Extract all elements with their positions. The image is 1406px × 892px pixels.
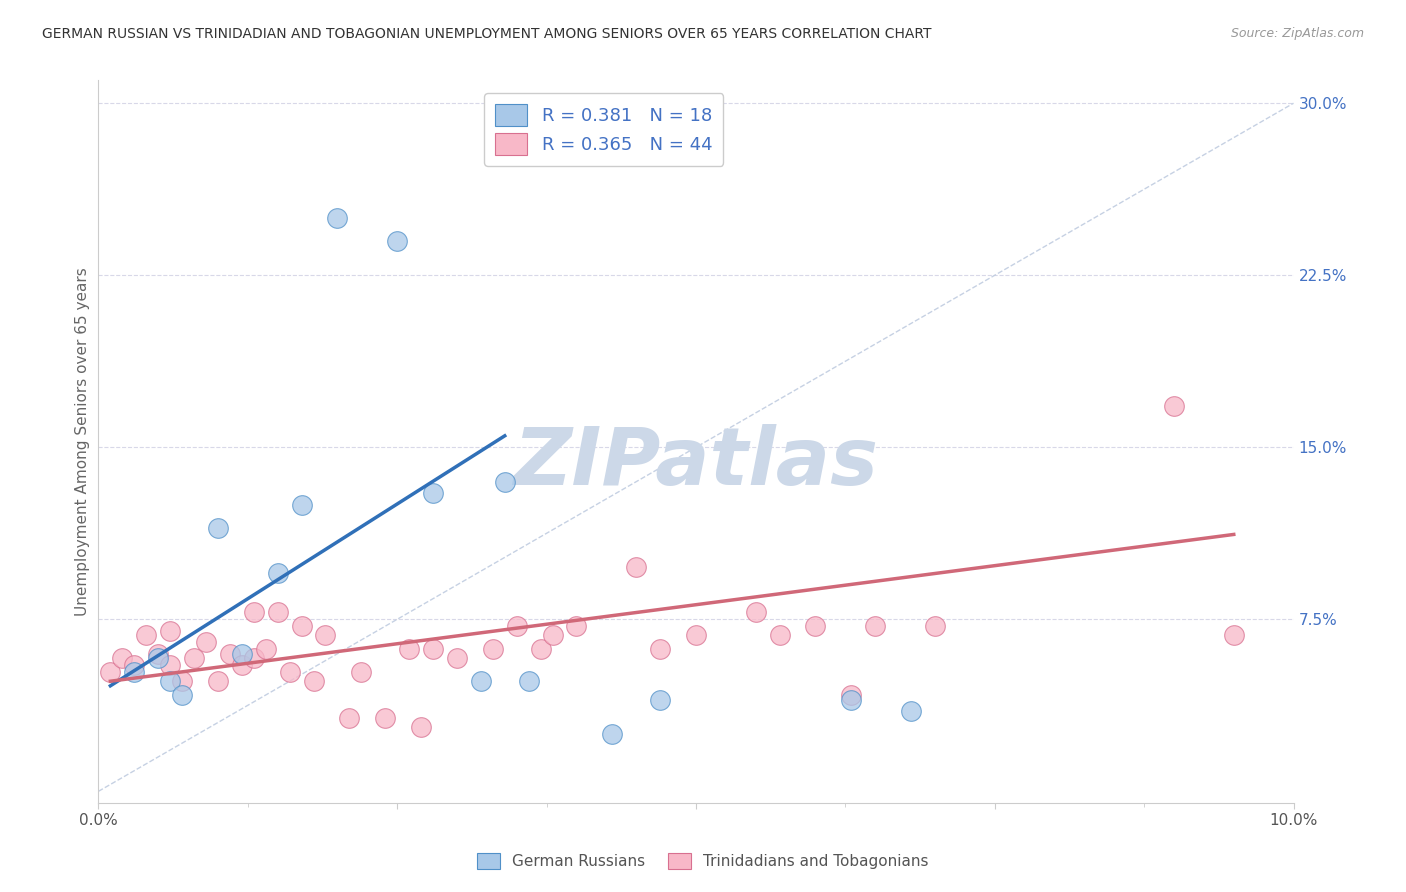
Point — [219, 647, 242, 661]
Point — [135, 628, 157, 642]
Point — [541, 628, 564, 642]
Point — [254, 642, 277, 657]
Point — [841, 692, 863, 706]
Point — [1163, 399, 1185, 413]
Point — [291, 498, 314, 512]
Point — [470, 674, 492, 689]
Point — [302, 674, 325, 689]
Point — [98, 665, 122, 679]
Point — [841, 688, 863, 702]
Point — [685, 628, 707, 642]
Point — [900, 704, 922, 718]
Point — [267, 566, 290, 581]
Text: GERMAN RUSSIAN VS TRINIDADIAN AND TOBAGONIAN UNEMPLOYMENT AMONG SENIORS OVER 65 : GERMAN RUSSIAN VS TRINIDADIAN AND TOBAGO… — [42, 27, 932, 41]
Point — [172, 674, 194, 689]
Point — [398, 642, 420, 657]
Point — [865, 619, 887, 633]
Point — [243, 651, 266, 665]
Point — [243, 606, 266, 620]
Point — [267, 606, 290, 620]
Point — [195, 635, 218, 649]
Point — [530, 642, 553, 657]
Point — [315, 628, 337, 642]
Point — [159, 674, 181, 689]
Point — [482, 642, 505, 657]
Point — [769, 628, 792, 642]
Point — [506, 619, 529, 633]
Point — [565, 619, 588, 633]
Legend: German Russians, Trinidadians and Tobagonians: German Russians, Trinidadians and Tobago… — [471, 847, 935, 875]
Point — [159, 658, 181, 673]
Point — [494, 475, 516, 489]
Text: ZIPatlas: ZIPatlas — [513, 425, 879, 502]
Point — [231, 658, 253, 673]
Point — [924, 619, 946, 633]
Point — [207, 520, 229, 534]
Point — [626, 559, 648, 574]
Point — [446, 651, 468, 665]
Point — [517, 674, 540, 689]
Point — [650, 642, 672, 657]
Point — [350, 665, 373, 679]
Point — [422, 642, 444, 657]
Point — [326, 211, 349, 225]
Point — [148, 651, 170, 665]
Point — [172, 688, 194, 702]
Point — [124, 658, 146, 673]
Point — [745, 606, 768, 620]
Y-axis label: Unemployment Among Seniors over 65 years: Unemployment Among Seniors over 65 years — [75, 268, 90, 615]
Point — [183, 651, 205, 665]
Point — [124, 665, 146, 679]
Point — [411, 720, 433, 734]
Point — [1223, 628, 1246, 642]
Point — [339, 711, 361, 725]
Point — [385, 234, 409, 248]
Point — [422, 486, 444, 500]
Point — [374, 711, 396, 725]
Point — [159, 624, 181, 638]
Point — [148, 647, 170, 661]
Text: Source: ZipAtlas.com: Source: ZipAtlas.com — [1230, 27, 1364, 40]
Point — [111, 651, 134, 665]
Point — [291, 619, 314, 633]
Point — [207, 674, 229, 689]
Point — [278, 665, 301, 679]
Point — [650, 692, 672, 706]
Legend: R = 0.381   N = 18, R = 0.365   N = 44: R = 0.381 N = 18, R = 0.365 N = 44 — [484, 93, 723, 166]
Point — [602, 727, 624, 741]
Point — [804, 619, 827, 633]
Point — [231, 647, 253, 661]
